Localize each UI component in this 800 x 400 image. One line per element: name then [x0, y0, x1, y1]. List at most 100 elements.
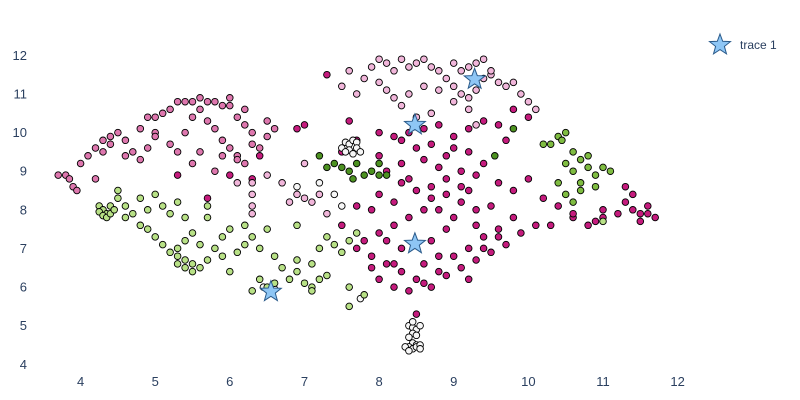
scatter-point-dark-pink[interactable] [472, 221, 480, 230]
scatter-point-dark-pink[interactable] [546, 221, 555, 230]
scatter-point-dark-pink[interactable] [435, 163, 443, 172]
scatter-point-light-pink[interactable] [352, 90, 361, 98]
scatter-point-mid-pink[interactable] [241, 105, 249, 114]
scatter-point-light-green[interactable] [345, 302, 353, 311]
scatter-point-mid-green[interactable] [554, 179, 562, 187]
scatter-point-mid-green[interactable] [539, 140, 548, 148]
scatter-point-mid-green[interactable] [591, 182, 600, 191]
scatter-point-mid-green[interactable] [591, 171, 600, 179]
scatter-point-light-pink[interactable] [487, 67, 495, 75]
scatter-point-mid-pink[interactable] [106, 132, 115, 141]
scatter-point-mid-pink[interactable] [241, 159, 249, 168]
scatter-point-mid-pink[interactable] [211, 167, 219, 175]
scatter-point-mid-green[interactable] [576, 155, 585, 164]
scatter-point-light-green[interactable] [121, 213, 130, 222]
scatter-point-dark-pink[interactable] [449, 144, 458, 152]
scatter-point-dark-green[interactable] [330, 159, 339, 168]
scatter-point-dark-pink[interactable] [479, 117, 488, 125]
scatter-point-mid-pink[interactable] [173, 97, 182, 106]
scatter-point-white[interactable] [416, 321, 424, 330]
scatter-point-mid-green[interactable] [546, 140, 555, 148]
scatter-point-light-pink[interactable] [382, 86, 391, 94]
scatter-point-mid-pink[interactable] [233, 113, 242, 121]
scatter-point-light-pink[interactable] [427, 109, 436, 118]
scatter-point-light-green[interactable] [293, 256, 301, 264]
scatter-point-dark-pink[interactable] [323, 70, 331, 79]
scatter-point-dark-pink[interactable] [464, 148, 473, 156]
scatter-point-dark-green[interactable] [491, 152, 499, 160]
scatter-point-light-green[interactable] [166, 248, 174, 257]
scatter-point-dark-pink[interactable] [203, 194, 212, 202]
scatter-point-mid-pink[interactable] [91, 175, 100, 183]
scatter-point-dark-pink[interactable] [509, 213, 518, 222]
scatter-point-light-pink[interactable] [532, 105, 540, 114]
scatter-point-dark-pink[interactable] [390, 260, 398, 268]
scatter-point-dark-pink[interactable] [427, 236, 436, 245]
scatter-point-dark-pink[interactable] [405, 175, 413, 183]
scatter-point-light-pink[interactable] [479, 55, 488, 63]
scatter-point-dark-pink[interactable] [584, 221, 592, 230]
scatter-point-dark-pink[interactable] [390, 283, 398, 291]
scatter-point-dark-pink[interactable] [427, 194, 436, 202]
scatter-point-dark-pink[interactable] [591, 217, 600, 226]
scatter-point-mid-pink[interactable] [158, 109, 167, 118]
scatter-point-mid-pink[interactable] [196, 148, 204, 156]
scatter-point-dark-pink[interactable] [367, 263, 376, 272]
scatter-point-dark-pink[interactable] [375, 190, 383, 199]
scatter-point-dark-pink[interactable] [390, 132, 398, 141]
scatter-point-dark-pink[interactable] [300, 121, 309, 129]
scatter-point-dark-pink[interactable] [442, 271, 451, 280]
scatter-point-light-green[interactable] [352, 229, 361, 237]
scatter-point-light-pink[interactable] [449, 82, 458, 91]
scatter-point-dark-pink[interactable] [629, 206, 637, 214]
scatter-point-mid-pink[interactable] [106, 140, 115, 148]
scatter-point-dark-green[interactable] [375, 159, 383, 168]
scatter-point-mid-pink[interactable] [114, 128, 122, 137]
scatter-point-dark-green[interactable] [323, 163, 331, 172]
scatter-point-mid-pink[interactable] [54, 171, 62, 179]
scatter-point-light-pink[interactable] [442, 74, 451, 83]
scatter-point-white[interactable] [341, 148, 350, 156]
scatter-point-mid-pink[interactable] [136, 155, 145, 164]
scatter-point-dark-green[interactable] [349, 175, 357, 183]
scatter-point-light-pink[interactable] [435, 67, 443, 75]
scatter-point-mid-green[interactable] [584, 163, 592, 172]
scatter-point-dark-pink[interactable] [420, 279, 428, 287]
scatter-point-dark-green[interactable] [338, 163, 346, 172]
scatter-point-dark-pink[interactable] [472, 206, 480, 214]
scatter-point-dark-pink[interactable] [412, 275, 421, 284]
scatter-point-light-green[interactable] [323, 271, 331, 280]
scatter-point-dark-green[interactable] [352, 159, 361, 168]
scatter-point-light-pink[interactable] [390, 94, 398, 102]
scatter-point-white[interactable] [315, 179, 324, 187]
scatter-point-dark-pink[interactable] [405, 213, 413, 222]
scatter-point-light-pink[interactable] [464, 105, 473, 114]
scatter-point-mid-pink[interactable] [73, 186, 81, 195]
scatter-point-mid-pink[interactable] [84, 152, 92, 160]
scatter-point-light-pink[interactable] [397, 101, 406, 110]
star-marker[interactable] [259, 279, 283, 302]
scatter-point-light-pink[interactable] [472, 86, 480, 94]
scatter-point-dark-pink[interactable] [442, 152, 451, 160]
scatter-point-light-green[interactable] [181, 263, 189, 272]
scatter-point-dark-green[interactable] [367, 167, 376, 175]
scatter-point-dark-pink[interactable] [621, 182, 630, 191]
scatter-point-dark-pink[interactable] [509, 105, 518, 114]
scatter-point-light-pink[interactable] [405, 63, 413, 71]
scatter-point-light-green[interactable] [330, 240, 339, 249]
scatter-point-dark-pink[interactable] [255, 152, 264, 160]
scatter-point-mid-pink[interactable] [76, 159, 85, 168]
scatter-point-dark-pink[interactable] [382, 236, 391, 245]
scatter-point-light-green[interactable] [360, 291, 368, 299]
scatter-point-white[interactable] [293, 182, 301, 191]
scatter-point-white[interactable] [405, 347, 413, 355]
scatter-point-light-green[interactable] [181, 236, 189, 245]
scatter-point-light-pink[interactable] [338, 82, 346, 91]
scatter-point-light-green[interactable] [143, 206, 152, 214]
scatter-point-dark-pink[interactable] [621, 198, 630, 206]
scatter-point-light-green[interactable] [241, 240, 249, 249]
scatter-point-dark-pink[interactable] [479, 159, 488, 168]
scatter-point-mid-pink[interactable] [188, 113, 197, 121]
scatter-point-white[interactable] [416, 345, 424, 353]
scatter-point-mid-pink[interactable] [218, 101, 227, 110]
